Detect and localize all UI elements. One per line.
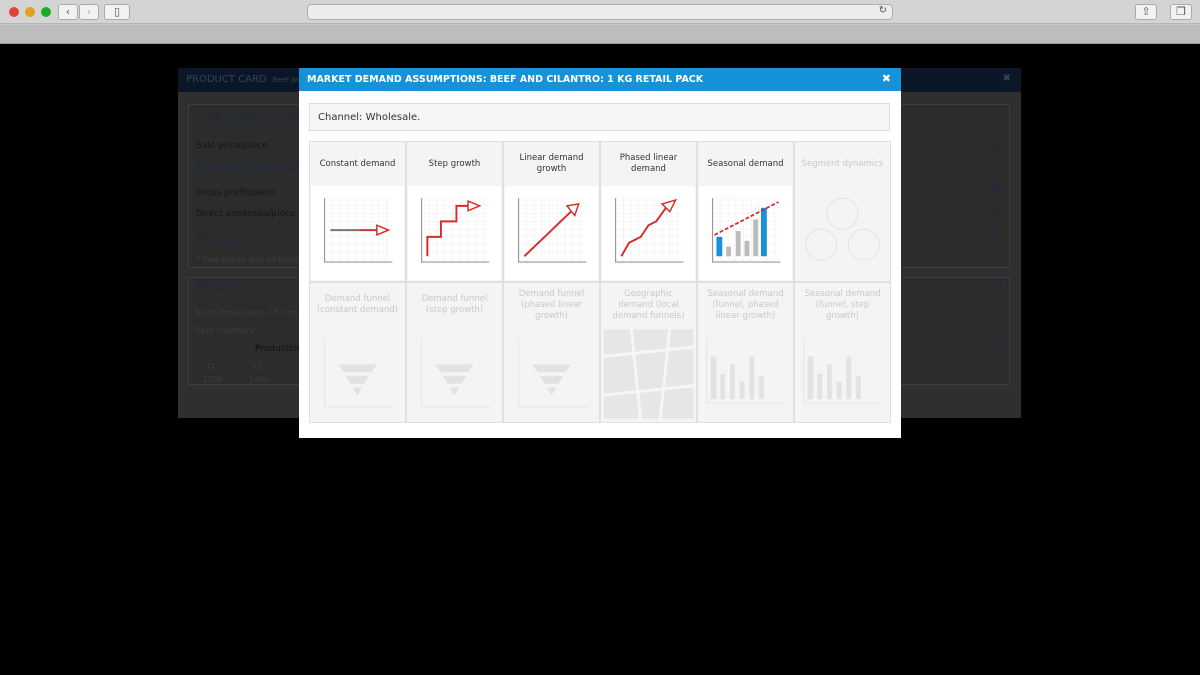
option-label: Phased linear demand <box>619 153 678 174</box>
demand-option-map: Geographic demand (local demand funnels) <box>600 282 697 423</box>
demand-option-grid: Constant demand Step growth Linear demand … <box>309 141 891 423</box>
year-value: 146k <box>249 375 269 384</box>
row-direct-expenses: Direct expenses/piece <box>196 209 296 219</box>
close-window-button[interactable] <box>9 7 19 17</box>
gear-icon[interactable]: ⚙ <box>990 182 1000 195</box>
demand-option-constant[interactable]: Constant demand <box>309 141 406 282</box>
seasonal-funnel-step-chart-icon <box>796 327 889 421</box>
option-label: Demand funnel (constant demand) <box>316 294 399 315</box>
row-gross-profit: Gross profit/piece <box>196 188 276 198</box>
channel-label: Channel: Wholesale. <box>309 103 890 131</box>
phased-chart-icon <box>602 186 695 280</box>
row-sale-price: Sale price/piece <box>196 141 268 151</box>
maximize-window-button[interactable] <box>41 7 51 17</box>
row-profit: Profit/piece <box>196 236 247 246</box>
production-table-title: Production <box>255 344 303 354</box>
demand-option-phased[interactable]: Phased linear demand <box>600 141 697 282</box>
funnel-phased-chart-icon <box>505 327 598 421</box>
demand-option-seasonal[interactable]: Seasonal demand <box>697 141 794 282</box>
address-bar[interactable]: ↻ <box>307 4 893 20</box>
option-label: Geographic demand (local demand funnels) <box>612 288 685 321</box>
tab-bar <box>0 25 1200 44</box>
option-label: Seasonal demand (funnel, step growth) <box>804 288 881 321</box>
reload-icon[interactable]: ↻ <box>878 5 887 16</box>
tabs-icon[interactable]: ❐ <box>1170 4 1192 20</box>
option-label: Constant demand <box>319 158 396 169</box>
product-card-close-icon[interactable]: ✖ <box>1002 73 1011 84</box>
list-icon[interactable]: ☰ <box>993 278 1003 291</box>
option-label: Linear demand growth <box>519 153 584 174</box>
segments-chart-icon <box>796 186 889 280</box>
linear-chart-icon <box>505 186 598 280</box>
demand-option-funnel: Demand funnel (constant demand) <box>309 282 406 423</box>
row-standard-cost: Estimated standard cost/ <box>196 162 309 172</box>
production-title: Production <box>196 281 250 292</box>
browser-toolbar: ‹ › ▯ ↻ ⇧ ❐ <box>0 0 1200 24</box>
product-card-subtitle: Beef and <box>272 76 304 84</box>
demand-option-funnel-step: Demand funnel (step growth) <box>406 282 503 423</box>
map-chart-icon <box>601 327 696 421</box>
step-chart-icon <box>408 186 501 280</box>
touch-time: Touch time/piece: 1.5 min <box>194 308 298 317</box>
market-demand-modal: MARKET DEMAND ASSUMPTIONS: BEEF AND CILA… <box>299 68 901 438</box>
list-icon[interactable]: ☰ <box>990 225 1000 238</box>
modal-title: MARKET DEMAND ASSUMPTIONS: BEEF AND CILA… <box>307 74 704 85</box>
demand-option-step[interactable]: Step growth <box>406 141 503 282</box>
year-value: 120k <box>203 375 223 384</box>
share-icon[interactable]: ⇧ <box>1135 4 1157 20</box>
constant-chart-icon <box>311 186 404 280</box>
option-label: Step growth <box>428 158 481 169</box>
year-label: Y2 <box>252 362 262 371</box>
back-button[interactable]: ‹ <box>58 4 78 20</box>
demand-option-linear[interactable]: Linear demand growth <box>503 141 600 282</box>
year-label: Y1 <box>206 362 216 371</box>
product-card-title: PRODUCT CARD <box>186 74 267 85</box>
unit-economics-title: Unit economics: per p <box>200 112 310 123</box>
seasonal-funnel-chart-icon <box>699 327 792 421</box>
demand-option-segments: Segment dynamics <box>794 141 891 282</box>
minimize-window-button[interactable] <box>25 7 35 17</box>
option-label: Seasonal demand <box>707 158 784 169</box>
days-inventory: Days inventory <box>194 326 255 335</box>
option-label: Segment dynamics <box>801 158 884 169</box>
browser-chrome: ‹ › ▯ ↻ ⇧ ❐ <box>0 0 1200 44</box>
option-label: Demand funnel (step growth) <box>421 294 488 315</box>
option-label: Demand funnel (phased linear growth) <box>518 288 585 321</box>
funnel-step-chart-icon <box>408 327 501 421</box>
list-icon[interactable]: ☰ <box>993 338 1003 351</box>
modal-header: MARKET DEMAND ASSUMPTIONS: BEEF AND CILA… <box>299 68 901 91</box>
forward-button[interactable]: › <box>79 4 99 20</box>
option-label: Seasonal demand (funnel, phased linear g… <box>707 288 784 321</box>
demand-option-seasonal-funnel-step: Seasonal demand (funnel, step growth) <box>794 282 891 423</box>
demand-option-seasonal-funnel: Seasonal demand (funnel, phased linear g… <box>697 282 794 423</box>
close-icon[interactable]: ✖ <box>881 72 891 85</box>
seasonal-chart-icon <box>699 186 792 280</box>
funnel-chart-icon <box>311 327 404 421</box>
sidebar-toggle-icon[interactable]: ▯ <box>104 4 130 20</box>
list-icon[interactable]: ☰ <box>990 140 1000 153</box>
footnote: * Sale prices and all input <box>196 255 299 264</box>
gear-icon[interactable]: ⚙ <box>990 204 1000 217</box>
demand-option-funnel-phased: Demand funnel (phased linear growth) <box>503 282 600 423</box>
